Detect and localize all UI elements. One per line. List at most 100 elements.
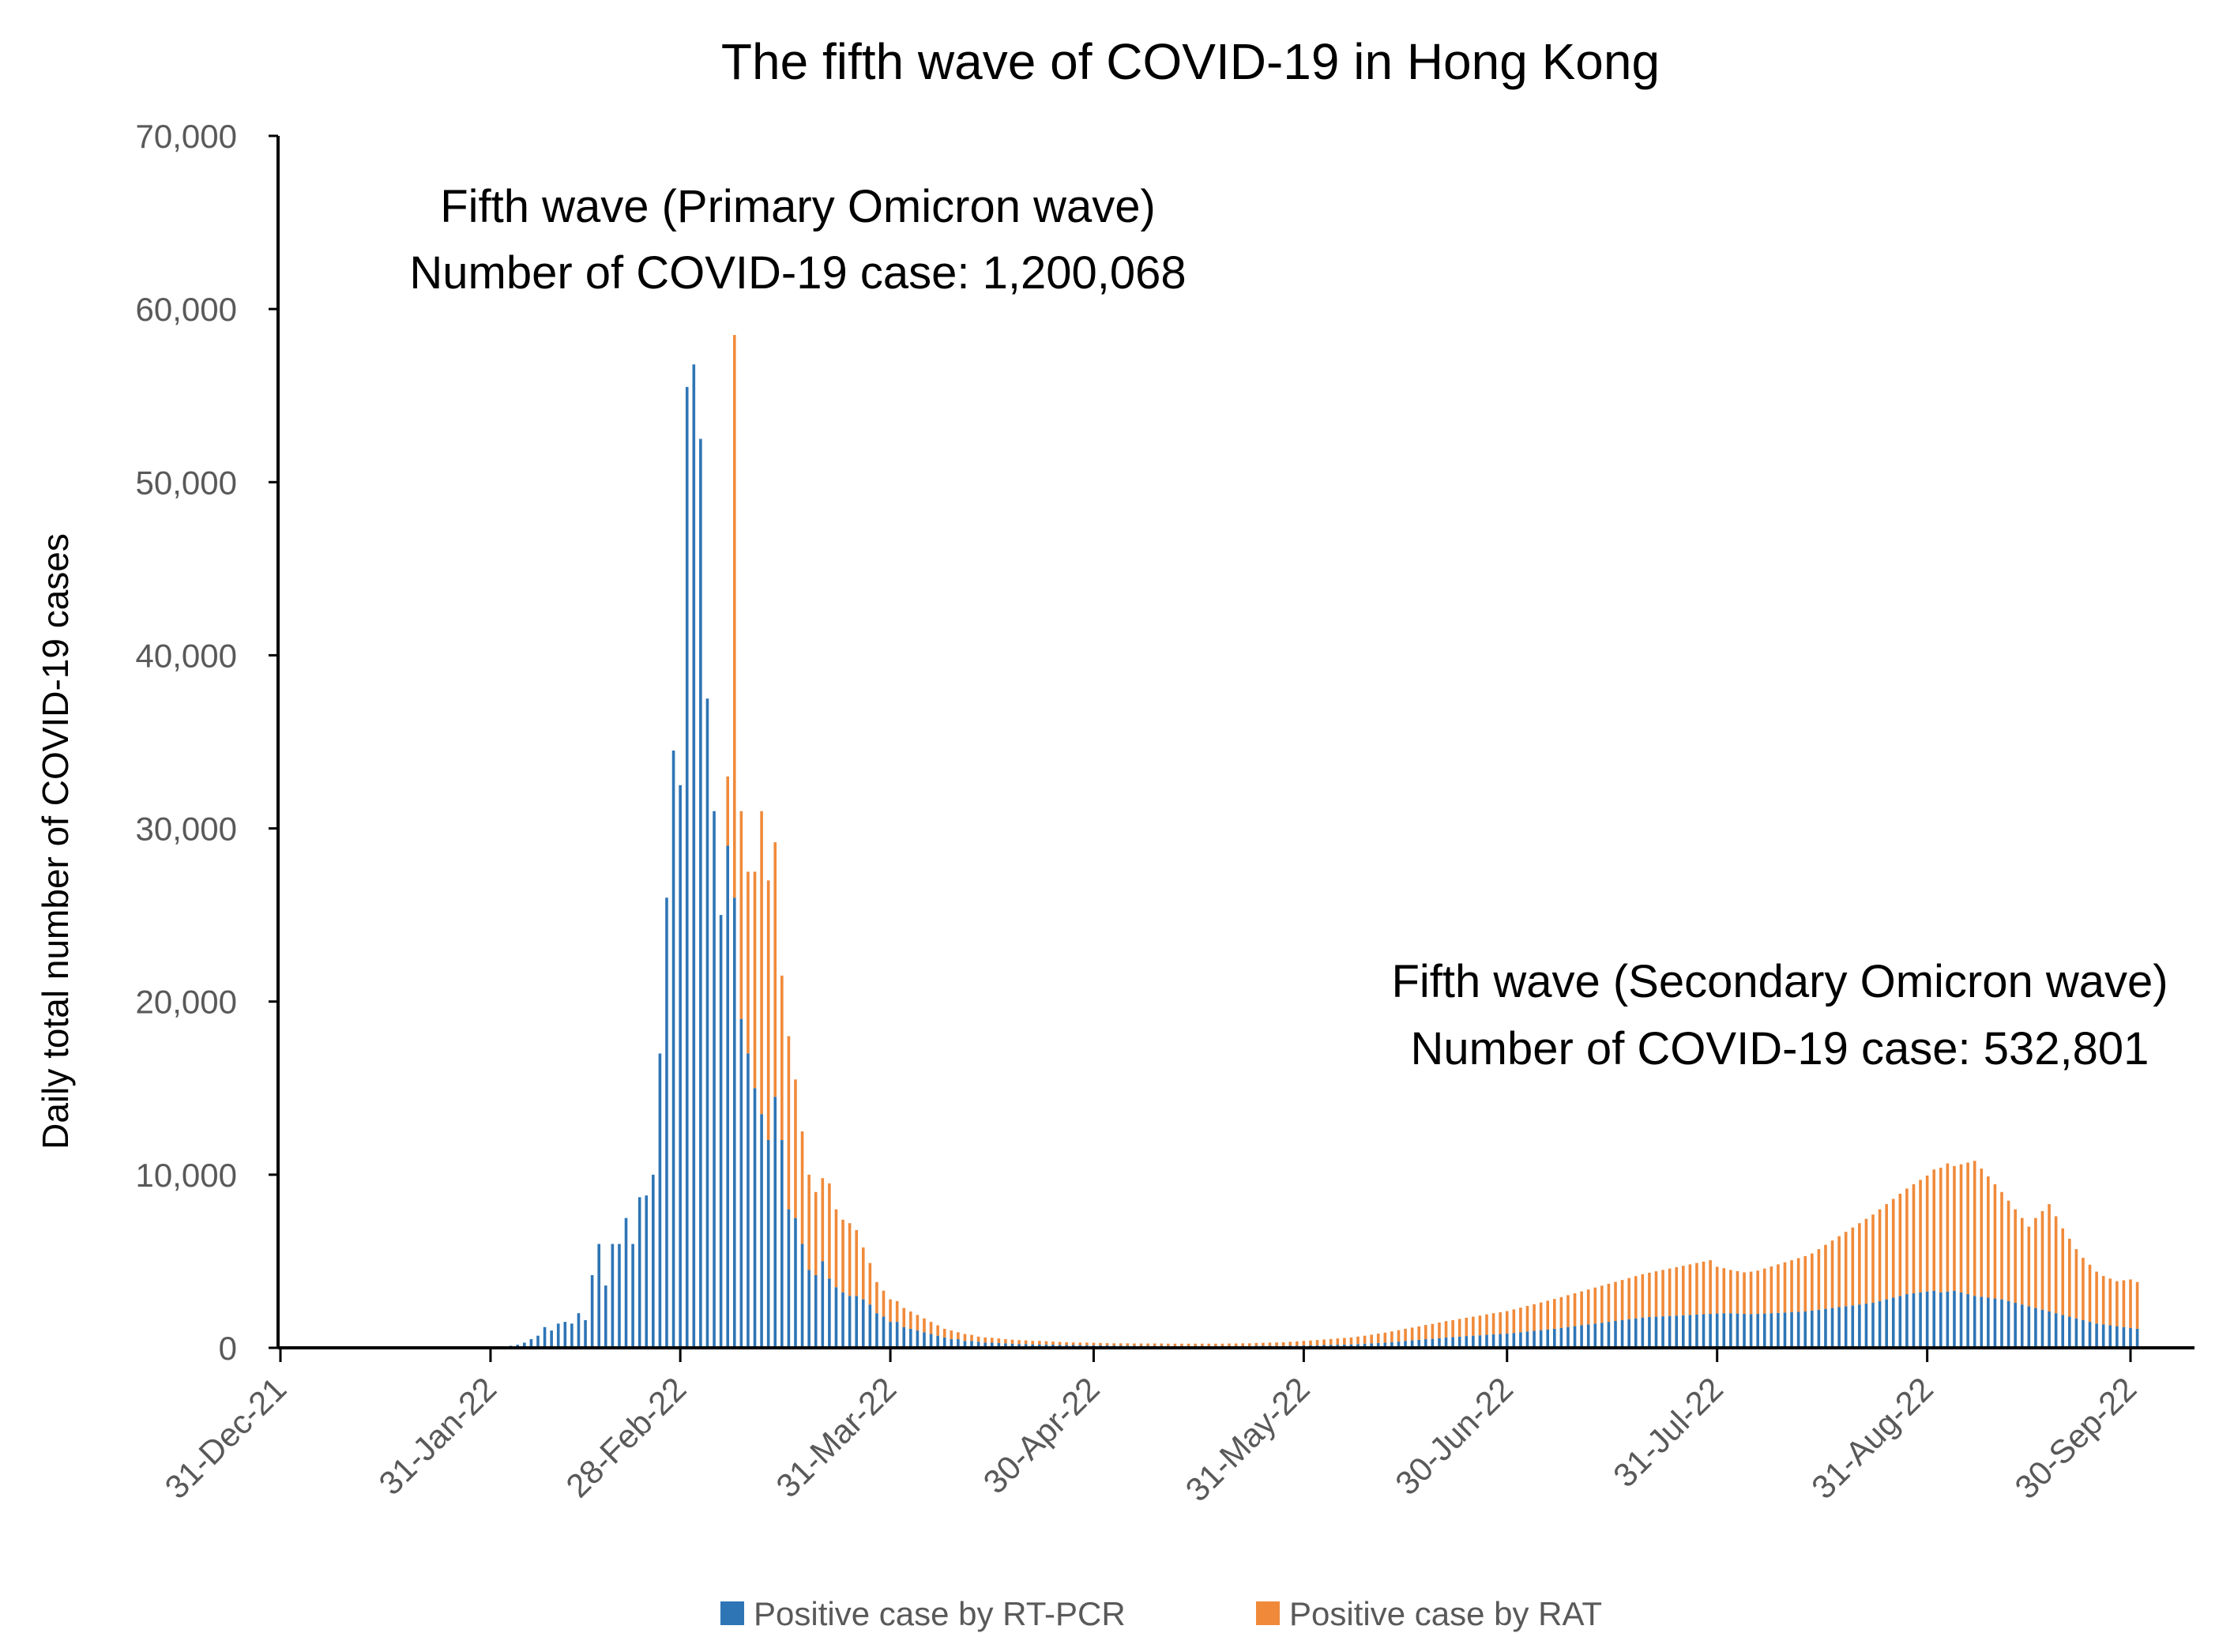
legend-label-pcr: Positive case by RT-PCR — [754, 1595, 1126, 1632]
bar-pcr — [841, 1292, 844, 1348]
bar-rat — [957, 1332, 960, 1340]
bar-pcr — [597, 1244, 601, 1348]
bar-pcr — [936, 1335, 939, 1348]
bar-pcr — [1790, 1311, 1793, 1348]
bar-rat — [1424, 1325, 1427, 1340]
x-axis-ticks: 31-Dec-21 31-Jan-22 28-Feb-22 31-Mar-22 30-A… — [157, 1348, 2143, 1508]
bar-pcr — [1491, 1334, 1495, 1348]
bar-pcr — [902, 1326, 906, 1348]
bar-rat — [2014, 1209, 2017, 1304]
bar-rat — [990, 1338, 994, 1343]
bar-pcr — [726, 845, 729, 1348]
bar-pcr — [2006, 1300, 2010, 1348]
bar-pcr — [2020, 1304, 2024, 1348]
bar-pcr — [590, 1274, 594, 1348]
bar-pcr — [821, 1261, 825, 1348]
bar-rat — [1478, 1315, 1482, 1336]
bar-rat — [1092, 1342, 1096, 1345]
bar-pcr — [1634, 1318, 1638, 1348]
bar-pcr — [631, 1244, 634, 1348]
bar-pcr — [1837, 1307, 1841, 1348]
bar-rat — [2040, 1210, 2044, 1310]
bar-pcr — [1539, 1330, 1543, 1348]
bar-rat — [1356, 1336, 1360, 1345]
bar-rat — [1220, 1343, 1224, 1346]
bar-rat — [1336, 1338, 1340, 1345]
bar-rat — [1146, 1343, 1149, 1346]
bar-pcr — [1580, 1325, 1583, 1348]
bar-pcr — [976, 1342, 980, 1348]
bar-rat — [1010, 1339, 1014, 1344]
bar-pcr — [705, 698, 709, 1348]
bar-pcr — [1695, 1314, 1698, 1348]
bar-rat — [1499, 1311, 1502, 1334]
bar-rat — [1051, 1342, 1055, 1345]
bar-rat — [1228, 1343, 1231, 1346]
bar-pcr — [1376, 1342, 1380, 1348]
bar-rat — [1525, 1305, 1529, 1332]
bar-rat — [1553, 1299, 1556, 1329]
chart-title: The fifth wave of COVID-19 in Hong Kong — [721, 33, 1660, 90]
bar-pcr — [1817, 1309, 1821, 1348]
bar-rat — [1614, 1281, 1617, 1322]
bar-rat — [1824, 1244, 1827, 1309]
bar-rat — [1038, 1341, 1041, 1345]
bar-rat — [923, 1318, 926, 1333]
bar-rat — [942, 1328, 946, 1338]
x-tick-label: 28-Feb-22 — [558, 1370, 693, 1504]
bar-pcr — [2061, 1315, 2065, 1348]
bar-pcr — [787, 1209, 791, 1348]
bar-pcr — [2135, 1328, 2139, 1348]
bar-rat — [1099, 1342, 1102, 1345]
bar-pcr — [963, 1341, 967, 1348]
bar-rat — [1376, 1334, 1380, 1343]
bar-rat — [1031, 1341, 1035, 1345]
bar-pcr — [1593, 1323, 1597, 1348]
bar-pcr — [637, 1197, 641, 1348]
bar-pcr — [1525, 1331, 1529, 1348]
bar-rat — [1871, 1214, 1875, 1304]
bar-rat — [1451, 1319, 1454, 1338]
bar-pcr — [1600, 1323, 1604, 1348]
bar-rat — [1187, 1343, 1190, 1346]
bar-rat — [916, 1315, 920, 1331]
bar-pcr — [1627, 1319, 1630, 1348]
bar-pcr — [929, 1334, 933, 1348]
bar-pcr — [2040, 1309, 2044, 1348]
legend-label-rat: Positive case by RAT — [1289, 1595, 1602, 1632]
bar-rat — [1065, 1342, 1068, 1345]
bar-rat — [855, 1229, 858, 1296]
bar-rat — [983, 1337, 987, 1343]
bar-pcr — [1451, 1337, 1454, 1348]
bar-rat — [1505, 1311, 1509, 1334]
bar-pcr — [550, 1330, 553, 1348]
bar-pcr — [1472, 1335, 1475, 1348]
bar-rat — [2061, 1228, 2065, 1315]
bar-pcr — [1519, 1332, 1522, 1348]
bar-rat — [2034, 1217, 2037, 1308]
bar-pcr — [923, 1332, 926, 1348]
bar-pcr — [1356, 1344, 1360, 1348]
bar-rat — [1817, 1249, 1821, 1310]
bar-rat — [1627, 1278, 1630, 1319]
bar-pcr — [713, 811, 716, 1348]
bar-pcr — [1885, 1299, 1888, 1348]
bar-pcr — [990, 1342, 994, 1348]
series-pcr-bars — [509, 364, 2139, 1349]
bar-pcr — [1031, 1344, 1035, 1348]
bar-pcr — [1044, 1344, 1048, 1348]
bar-pcr — [624, 1217, 628, 1348]
bar-pcr — [1770, 1313, 1773, 1348]
bar-pcr — [1410, 1340, 1414, 1348]
bar-rat — [1078, 1342, 1082, 1345]
bar-pcr — [671, 750, 675, 1348]
bar-pcr — [2088, 1322, 2092, 1348]
bar-pcr — [1438, 1338, 1441, 1348]
bar-pcr — [2122, 1326, 2126, 1348]
bar-rat — [2020, 1217, 2024, 1305]
bar-rat — [909, 1311, 912, 1329]
bar-rat — [1905, 1188, 1909, 1295]
bar-pcr — [997, 1342, 1001, 1348]
bar-rat — [2122, 1280, 2126, 1327]
bar-rat — [1864, 1218, 1868, 1304]
